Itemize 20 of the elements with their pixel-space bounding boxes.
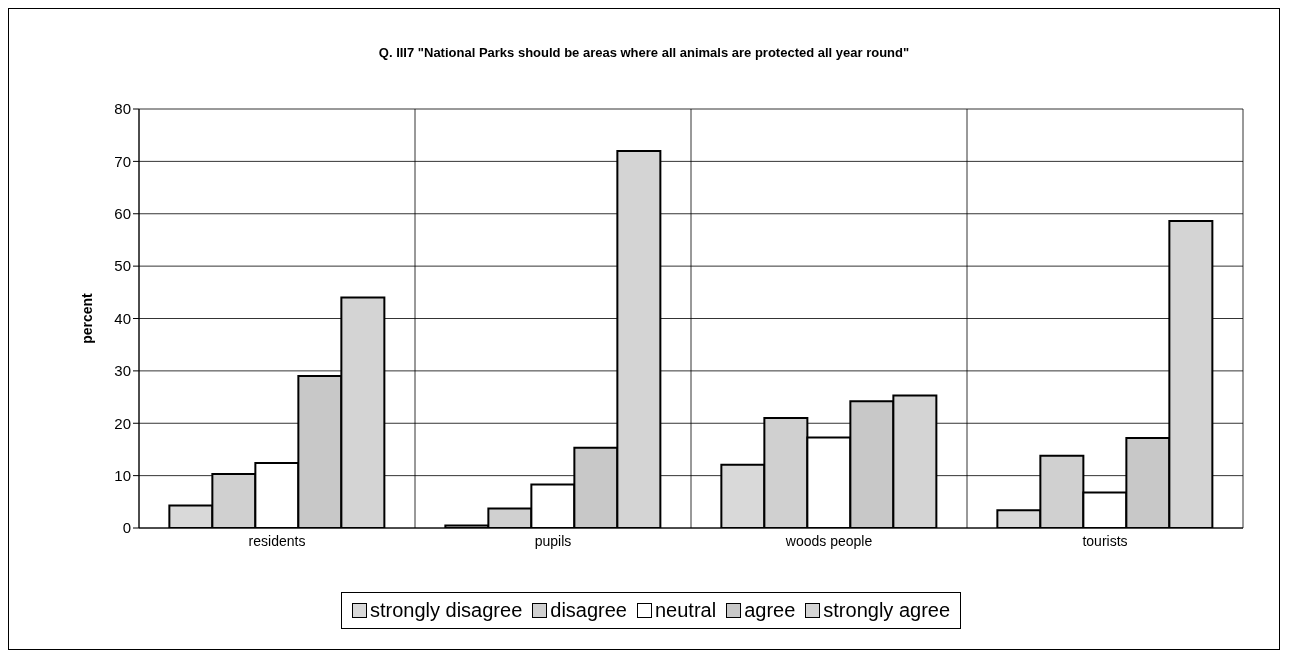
legend-label: disagree: [549, 599, 627, 622]
y-tick-label: 0: [122, 519, 131, 537]
y-tick-label: 10: [114, 466, 131, 484]
x-tick-label: pupils: [534, 532, 572, 549]
legend-label: strongly disagree: [368, 599, 523, 622]
y-tick-label: 70: [114, 152, 131, 170]
y-tick-label: 20: [114, 414, 131, 432]
x-tick-label: tourists: [1082, 532, 1128, 549]
legend-label: neutral: [654, 599, 717, 622]
y-tick-label: 40: [114, 309, 131, 327]
y-tick-label: 80: [114, 100, 131, 118]
x-tick-label: woods people: [784, 532, 873, 549]
y-tick-label: 50: [114, 257, 131, 275]
y-tick-label: 30: [114, 362, 131, 380]
chart-title: Q. III7 "National Parks should be areas where all animals are protected all year round": [377, 45, 911, 60]
x-tick-label: residents: [248, 532, 306, 549]
y-tick-label: 60: [114, 205, 131, 223]
legend-label: agree: [743, 599, 796, 622]
legend-label: strongly agree: [822, 599, 951, 622]
y-axis-title: percent: [78, 292, 95, 344]
